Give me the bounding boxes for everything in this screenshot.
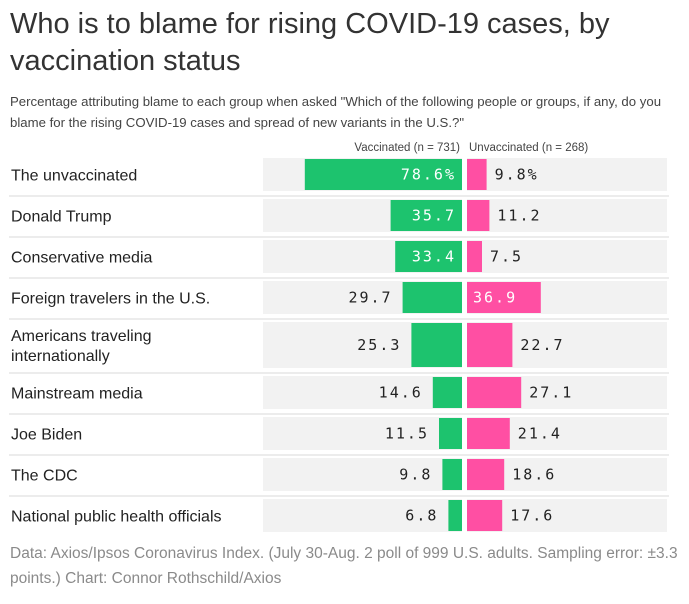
track-vaccinated (263, 458, 462, 491)
chart-row: Americans traveling internationally 25.3 22… (11, 322, 667, 368)
category-label: Foreign travelers in the U.S. (11, 291, 210, 308)
category-label: Conservative media (11, 250, 153, 267)
track-unvaccinated (467, 158, 667, 191)
value-label-unvaccinated: 21.4 (518, 425, 562, 443)
value-label-unvaccinated: 17.6 (510, 507, 554, 525)
value-label-vaccinated: 11.5 (385, 425, 429, 443)
category-label: Americans traveling internationally (11, 328, 152, 365)
bar-vaccinated (439, 418, 462, 449)
bar-unvaccinated (467, 459, 505, 490)
category-label: Mainstream media (11, 386, 143, 403)
track-unvaccinated (467, 199, 667, 232)
chart-row: Foreign travelers in the U.S. 29.7 36.9 (11, 281, 667, 314)
bar-unvaccinated (467, 377, 522, 408)
bar-unvaccinated (467, 282, 541, 313)
chart-row: The unvaccinated 78.6% 9.8% (11, 158, 667, 191)
value-label-vaccinated: 6.8 (405, 507, 438, 525)
bar-unvaccinated (467, 323, 513, 367)
chart-title: Who is to blame for rising COVID-19 case… (10, 8, 610, 77)
value-label-unvaccinated: 11.2 (497, 207, 541, 225)
value-label-unvaccinated: 18.6 (512, 466, 556, 484)
bar-unvaccinated (467, 241, 482, 272)
value-label-vaccinated: 29.7 (348, 289, 392, 307)
bar-unvaccinated (467, 200, 490, 231)
bar-unvaccinated (467, 500, 503, 531)
bar-unvaccinated (467, 418, 510, 449)
bar-vaccinated (390, 200, 462, 231)
value-label-vaccinated: 33.4 (412, 248, 456, 266)
bar-vaccinated (442, 459, 462, 490)
source-note: Data: Axios/Ipsos Coronavirus Index. (Ju… (10, 545, 678, 587)
chart-row: Donald Trump 35.7 11.2 (11, 199, 667, 232)
chart-row: Mainstream media 14.6 27.1 (11, 376, 667, 409)
chart-rows: The unvaccinated 78.6% 9.8% Donald Trump 35.… (9, 158, 669, 532)
track-vaccinated (263, 376, 462, 409)
bar-vaccinated (402, 282, 462, 313)
chart-row: Joe Biden 11.5 21.4 (11, 417, 667, 450)
value-label-unvaccinated: 36.9 (473, 289, 517, 307)
value-label-vaccinated: 25.3 (357, 336, 401, 354)
bar-vaccinated (448, 500, 462, 531)
value-label-vaccinated: 78.6% (401, 166, 456, 184)
category-label: National public health officials (11, 509, 222, 526)
chart-subtitle: Percentage attributing blame to each gro… (10, 94, 662, 130)
bar-vaccinated (432, 377, 462, 408)
bar-vaccinated (395, 241, 462, 272)
track-vaccinated (263, 417, 462, 450)
bar-vaccinated (304, 159, 462, 190)
category-label: Donald Trump (11, 209, 112, 226)
chart-row: National public health officials 6.8 17.6 (11, 499, 667, 532)
category-label: The unvaccinated (11, 168, 137, 185)
value-label-unvaccinated: 7.5 (490, 248, 523, 266)
value-label-unvaccinated: 22.7 (520, 336, 564, 354)
bar-unvaccinated (467, 159, 487, 190)
legend-unvaccinated: Unvaccinated (n = 268) (469, 142, 588, 154)
track-vaccinated (263, 499, 462, 532)
chart-row: Conservative media 33.4 7.5 (11, 240, 667, 273)
chart-row: The CDC 9.8 18.6 (11, 458, 667, 491)
category-label: The CDC (11, 468, 78, 485)
value-label-vaccinated: 14.6 (379, 384, 423, 402)
value-label-unvaccinated: 27.1 (529, 384, 573, 402)
category-label: Joe Biden (11, 427, 82, 444)
value-label-vaccinated: 9.8 (399, 466, 432, 484)
value-label-unvaccinated: 9.8% (495, 166, 539, 184)
bar-vaccinated (411, 323, 462, 367)
value-label-vaccinated: 35.7 (412, 207, 456, 225)
legend-vaccinated: Vaccinated (n = 731) (354, 142, 460, 154)
track-unvaccinated (467, 240, 667, 273)
